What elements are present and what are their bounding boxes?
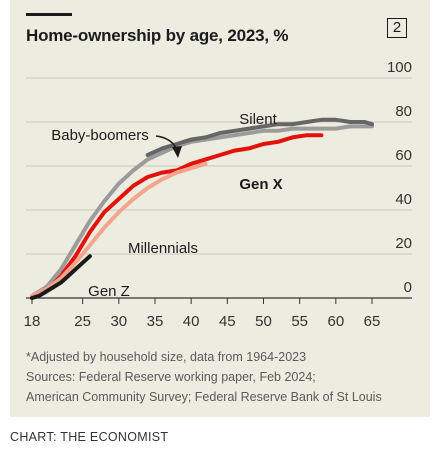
x-tick-label-55: 55 [291, 313, 308, 330]
x-tick-label-60: 60 [327, 313, 344, 330]
series-line-silent [30, 124, 374, 298]
y-tick-label-40: 40 [395, 191, 412, 208]
x-tick-label-25: 25 [74, 313, 91, 330]
series-label-silent: Silent [239, 111, 277, 128]
x-tick-label-40: 40 [183, 313, 200, 330]
x-tick-label-45: 45 [219, 313, 236, 330]
chart-credit: CHART: THE ECONOMIST [10, 430, 169, 444]
chart-panel [10, 0, 430, 417]
y-tick-label-80: 80 [395, 103, 412, 120]
baby-boomers-leader-arrow [172, 146, 182, 158]
series-line-millennials [30, 161, 208, 298]
top-rule [26, 13, 72, 16]
y-tick-label-0: 0 [404, 279, 412, 296]
series-label-millennials: Millennials [128, 240, 198, 257]
footnote: *Adjusted by household size, data from 1… [26, 350, 307, 364]
y-tick-label-60: 60 [395, 147, 412, 164]
x-tick-label-30: 30 [110, 313, 127, 330]
source-line-2: American Community Survey; Federal Reser… [26, 390, 382, 404]
source-line-1: Sources: Federal Reserve working paper, … [26, 370, 316, 384]
series-label-baby-boomers: Baby-boomers [51, 127, 149, 144]
series-line-baby-boomers [145, 117, 374, 157]
x-tick-label-35: 35 [147, 313, 164, 330]
chart-number-badge: 2 [387, 18, 407, 38]
x-tick-label-18: 18 [24, 313, 41, 330]
series-label-gen-x: Gen X [239, 176, 282, 193]
series-line-gen-x [30, 133, 324, 300]
x-tick-label-65: 65 [364, 313, 381, 330]
y-tick-label-100: 100 [387, 59, 412, 76]
series-label-gen-z: Gen Z [88, 283, 130, 300]
chart-title: Home-ownership by age, 2023, % [26, 26, 289, 45]
x-tick-label-50: 50 [255, 313, 272, 330]
series-line-gen-z [30, 254, 92, 300]
y-tick-label-20: 20 [395, 235, 412, 252]
